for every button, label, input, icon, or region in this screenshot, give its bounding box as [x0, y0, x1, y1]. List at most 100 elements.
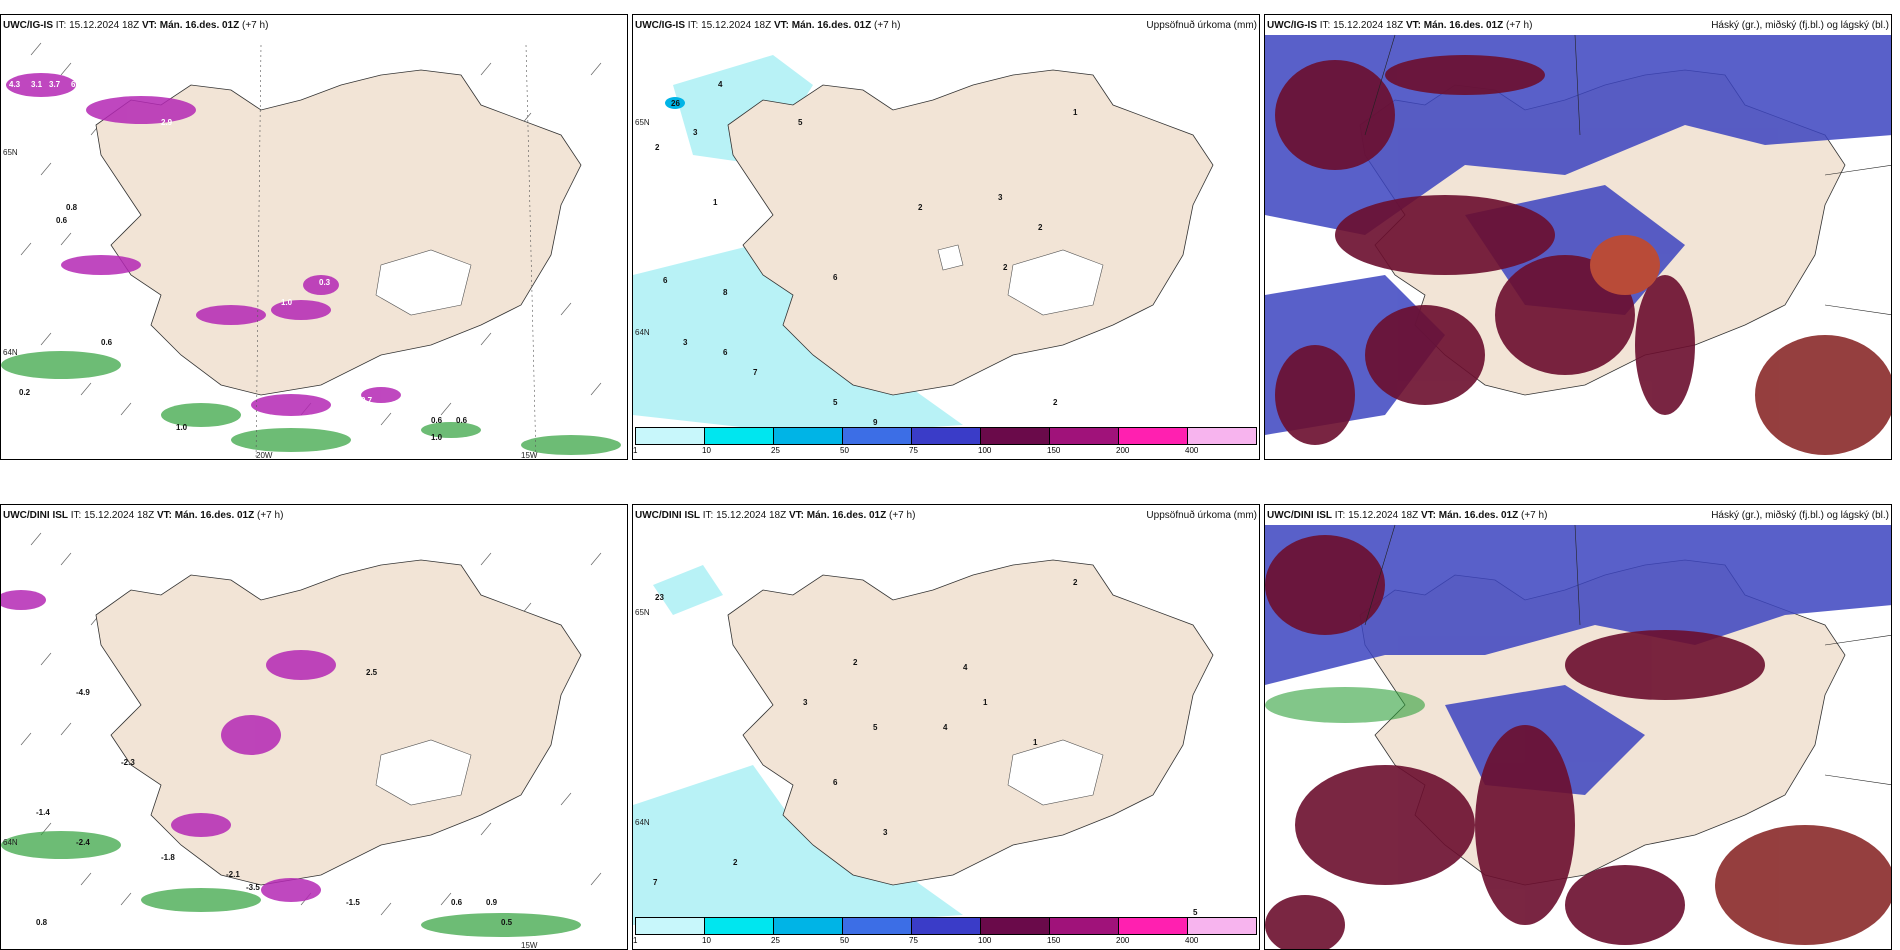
model-name: UWC/IG-IS: [635, 20, 685, 31]
value-label: 4.3: [9, 80, 21, 89]
panel-header: UWC/IG-IS IT: 15.12.2024 18Z VT: Mán. 16…: [1265, 19, 1891, 33]
legend-tick: 100: [978, 936, 992, 945]
value-label: 1.0: [176, 423, 188, 432]
legend-cell: [1050, 428, 1119, 444]
glacier: [937, 244, 964, 271]
value-label: 5: [798, 118, 803, 127]
value-label: 5: [833, 398, 838, 407]
lead-time: (+7 h): [1521, 510, 1548, 521]
legend-tick: 25: [771, 936, 780, 945]
value-label: 8: [723, 288, 728, 297]
vt-label: VT:: [1420, 510, 1436, 521]
value-label: 1.0: [431, 433, 443, 442]
value-label: 3.7: [49, 80, 61, 89]
value-label: 0.9: [486, 898, 498, 907]
legend-cell: [1119, 428, 1188, 444]
it-label: IT:: [55, 20, 67, 31]
vt-value: Mán. 16.des. 01Z: [1438, 510, 1519, 521]
value-label: -1.8: [161, 853, 175, 862]
value-label: -1.4: [36, 808, 50, 817]
legend-cell: [1188, 918, 1256, 934]
graticule: [1364, 524, 1891, 786]
value-label: 0.7: [361, 396, 373, 405]
legend-cell: [912, 428, 981, 444]
value-label: 0.6: [456, 416, 468, 425]
value-label: 3: [693, 128, 698, 137]
panel-header: UWC/DINI ISL IT: 15.12.2024 18Z VT: Mán.…: [1, 509, 627, 523]
glacier: [375, 739, 472, 806]
value-label: 0.8: [66, 203, 78, 212]
legend-tick: 200: [1116, 936, 1130, 945]
panel-header: UWC/IG-IS IT: 15.12.2024 18Z VT: Mán. 16…: [633, 19, 1259, 33]
value-label: 5: [1193, 908, 1198, 917]
legend-cell: [981, 428, 1050, 444]
legend-tick: 10: [702, 936, 711, 945]
panel-title: Háský (gr.), miðský (fj.bl.) og lágský (…: [1711, 510, 1889, 521]
value-label: 2: [1053, 398, 1058, 407]
panel-bottom-left-wind-precip: UWC/DINI ISL IT: 15.12.2024 18Z VT: Mán.…: [0, 504, 628, 950]
value-label: 6: [723, 348, 728, 357]
legend-tick: 150: [1047, 936, 1061, 945]
legend-cell: [843, 918, 912, 934]
value-label: -3.5: [246, 883, 260, 892]
value-label: 1: [1033, 738, 1038, 747]
iceland-land: [727, 559, 1214, 886]
lead-time: (+7 h): [889, 510, 916, 521]
it-label: IT:: [1334, 510, 1346, 521]
legend-cell: [705, 428, 774, 444]
value-label: 9: [873, 418, 878, 427]
graticule: [255, 44, 537, 459]
legend-tick: 75: [909, 936, 918, 945]
map-bottom-left: 64N 15W -4.9 -2.3 -1.4 -2.4 -1.8 -2.1 -3…: [1, 532, 602, 949]
value-label: 7: [753, 368, 758, 377]
legend-tick: 1: [633, 936, 638, 945]
vt-label: VT:: [156, 510, 172, 521]
value-label: 2: [918, 203, 923, 212]
value-label: 0.2: [19, 388, 31, 397]
value-label: -4.9: [76, 688, 90, 697]
lat-label: 64N: [635, 328, 650, 337]
value-label: 3: [883, 828, 888, 837]
it-value: 15.12.2024 18Z: [716, 510, 787, 521]
value-label: 6: [833, 273, 838, 282]
value-label: 26: [671, 99, 680, 108]
lat-label: 64N: [635, 818, 650, 827]
value-label: 6: [833, 778, 838, 787]
model-name: UWC/DINI ISL: [1267, 510, 1332, 521]
value-label: -1.5: [346, 898, 360, 907]
panel-bottom-mid-precip: UWC/DINI ISL IT: 15.12.2024 18Z VT: Mán.…: [632, 504, 1260, 950]
precip-legend: 1 10 25 50 75 100 150 200 400: [633, 427, 1257, 457]
it-label: IT:: [1319, 20, 1331, 31]
value-label: 2: [1038, 223, 1043, 232]
value-label: 0.6: [56, 216, 68, 225]
legend-tick: 50: [840, 446, 849, 455]
glacier: [1007, 739, 1104, 806]
high-cloud-areas: [1265, 535, 1891, 949]
legend-cell: [705, 918, 774, 934]
legend-tick: 150: [1047, 446, 1061, 455]
value-label: 3: [998, 193, 1003, 202]
vt-label: VT:: [788, 510, 804, 521]
glacier: [375, 249, 472, 316]
value-label: 7: [653, 878, 658, 887]
it-value: 15.12.2024 18Z: [701, 20, 772, 31]
map-top-mid: 65N 64N 26 2 4 5 3 6 1 2 3 2 1 6 8 2 5 9…: [633, 55, 1214, 435]
panel-bottom-right-clouds: UWC/DINI ISL IT: 15.12.2024 18Z VT: Mán.…: [1264, 504, 1892, 950]
legend-cells: [635, 917, 1257, 935]
lat-label: 64N: [3, 348, 18, 357]
panel-title: Uppsöfnuð úrkoma (mm): [1146, 510, 1257, 521]
lat-label: 65N: [3, 148, 18, 157]
value-label: 6.5: [71, 80, 83, 89]
panel-top-left-wind-precip: UWC/IG-IS IT: 15.12.2024 18Z VT: Mán. 16…: [0, 14, 628, 460]
value-label: 1: [1073, 108, 1078, 117]
legend-cell: [1188, 428, 1256, 444]
value-label: 2: [1003, 263, 1008, 272]
model-name: UWC/DINI ISL: [3, 510, 68, 521]
lead-time: (+7 h): [242, 20, 269, 31]
snow-areas: [6, 73, 401, 416]
value-label: -2.4: [76, 838, 90, 847]
legend-tick: 1: [633, 446, 638, 455]
vt-value: Mán. 16.des. 01Z: [159, 20, 240, 31]
glacier: [1007, 249, 1104, 316]
rain-areas: [1, 351, 621, 455]
